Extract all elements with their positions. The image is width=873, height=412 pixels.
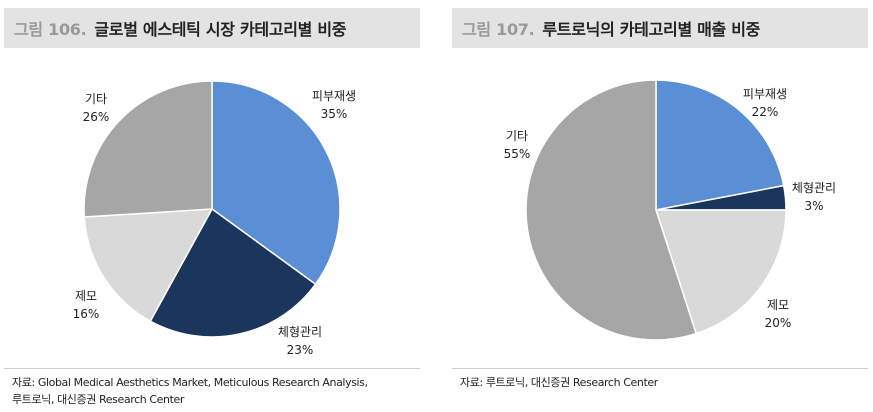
slice-value-skin-rejuvenation: 22% [752,105,779,119]
pie-slice-others [525,79,698,341]
slice-label-skin-rejuvenation: 피부재생 [312,89,356,103]
chart-panel-106: 그림 106. 글로벌 에스테틱 시장 카테고리별 비중 피부재생 35% 체형관리… [4,0,424,412]
slice-value-others: 26% [83,110,110,124]
pie-slice-skin-rejuvenation [655,79,785,211]
slice-value-others: 55% [504,147,531,161]
pie-chart: 피부재생 22% 체형관리 3% 제모 20% 기타 55% [504,79,836,341]
pie-slice-others [83,80,213,218]
figure-number: 그림 106. [14,20,87,39]
slice-value-body-contouring: 3% [804,199,823,213]
source-line: 자료: Global Medical Aesthetics Market, Me… [12,376,368,389]
slice-label-hair-removal: 제모 [75,289,97,303]
pie-slice-hair-removal [654,209,787,335]
source-line: 루트로닉, 대신증권 Research Center [12,393,185,406]
slice-value-hair-removal: 20% [765,316,792,330]
slice-label-skin-rejuvenation: 피부재생 [743,87,787,101]
source-note: 자료: 루트로닉, 대신증권 Research Center [460,374,860,391]
source-note: 자료: Global Medical Aesthetics Market, Me… [12,374,412,408]
slice-label-others: 기타 [506,129,528,143]
chart-title: 루트로닉의 카테고리별 매출 비중 [542,20,761,39]
slice-label-others: 기타 [85,92,107,106]
slice-value-skin-rejuvenation: 35% [321,107,348,121]
chart-title-bar: 그림 107. 루트로닉의 카테고리별 매출 비중 [452,8,868,48]
slice-value-body-contouring: 23% [287,343,314,357]
chart-title: 글로벌 에스테틱 시장 카테고리별 비중 [94,20,347,39]
pie-slice-body-contouring [149,207,317,338]
slice-label-body-contouring: 체형관리 [278,325,322,339]
chart-title-bar: 그림 106. 글로벌 에스테틱 시장 카테고리별 비중 [4,8,420,48]
slice-value-hair-removal: 16% [73,307,100,321]
slice-label-body-contouring: 체형관리 [792,181,836,195]
figure-number: 그림 107. [462,20,535,39]
pie-slice-hair-removal [83,208,214,323]
pie-slice-skin-rejuvenation [211,80,341,286]
divider [4,368,420,369]
pie-chart: 피부재생 35% 체형관리 23% 제모 16% 기타 26% [73,80,356,357]
chart-panel-107: 그림 107. 루트로닉의 카테고리별 매출 비중 피부재생 22% 체형관리 3% 제… [452,0,872,412]
divider [452,368,868,369]
slice-label-hair-removal: 제모 [767,298,789,312]
source-line: 자료: 루트로닉, 대신증권 Research Center [460,376,658,389]
